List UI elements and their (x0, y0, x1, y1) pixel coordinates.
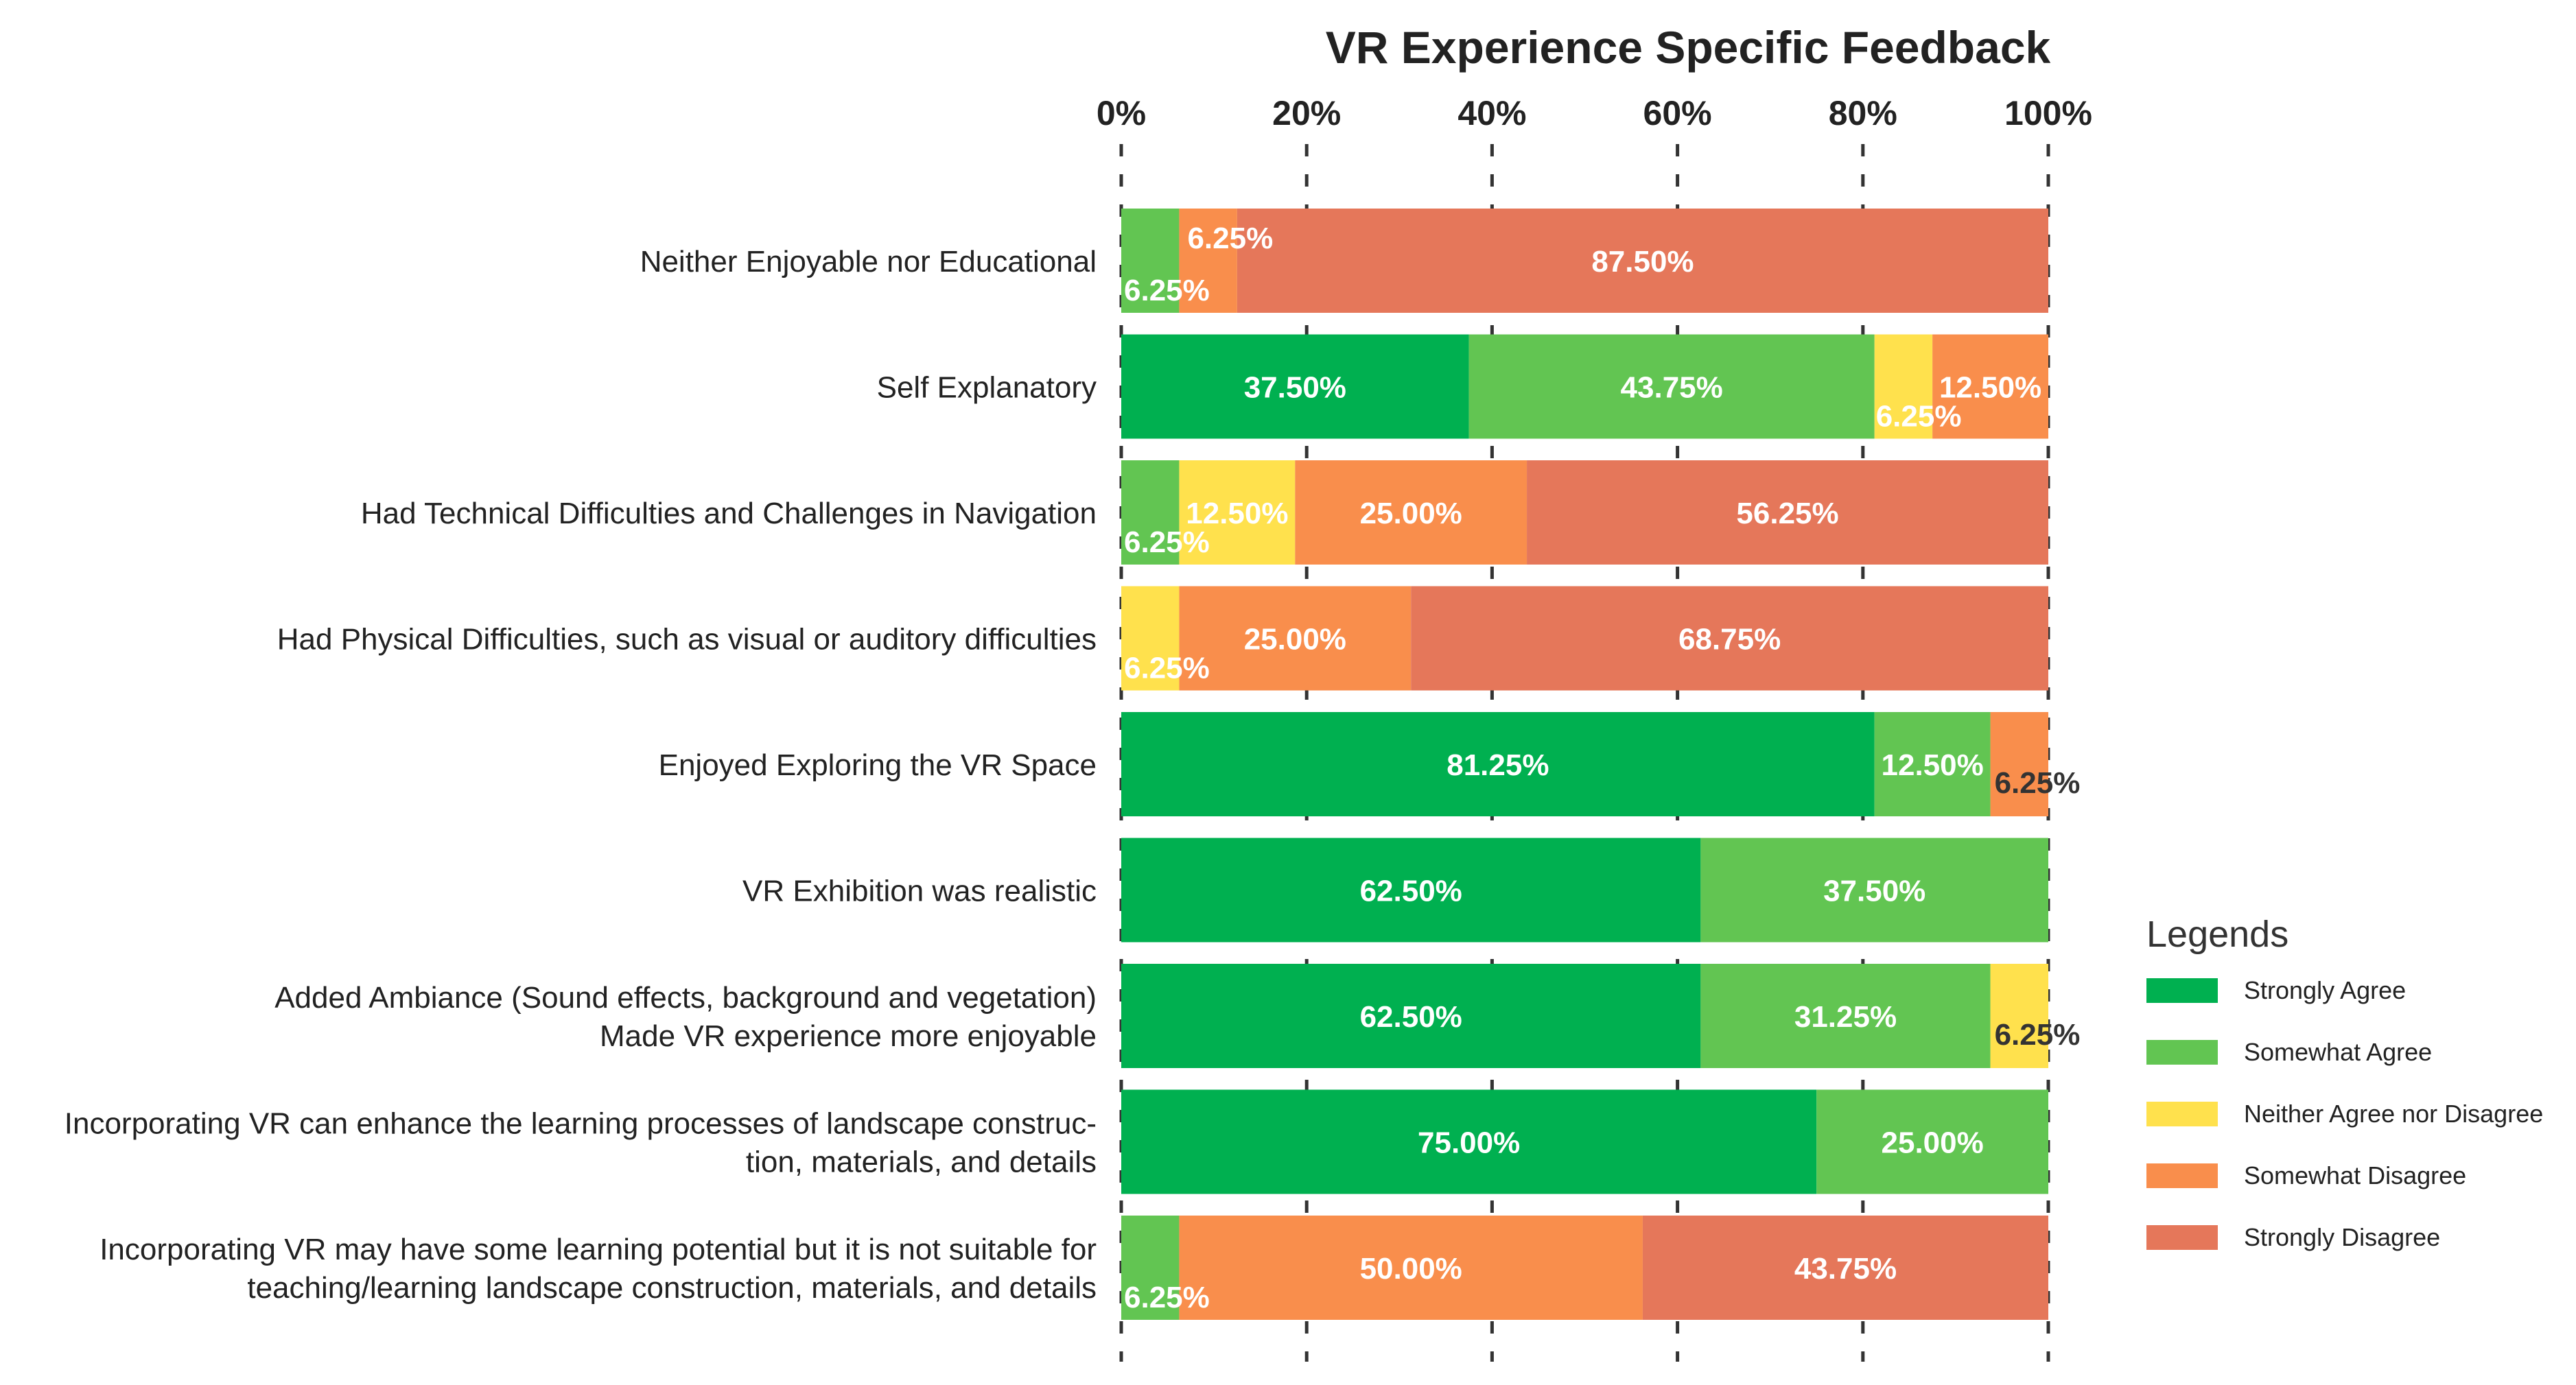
data-label: 43.75% (1621, 371, 1723, 405)
category-label: Had Physical Difficulties, such as visua… (277, 623, 1097, 656)
category-label: tion, materials, and details (746, 1146, 1097, 1179)
bar-segment (1527, 460, 2048, 565)
bar-segment (1121, 712, 1875, 816)
category-label: Added Ambiance (Sound effects, backgroun… (274, 981, 1097, 1015)
chart-title: VR Experience Specific Feedback (1326, 22, 2051, 73)
legend-item-label: Neither Agree nor Disagree (2244, 1100, 2543, 1128)
bar-segment (1816, 1089, 2048, 1194)
x-tick-label: 80% (1829, 94, 1897, 132)
x-tick-label: 60% (1643, 94, 1712, 132)
bar-segment (1121, 460, 1180, 565)
bar-segment (1295, 460, 1527, 565)
data-label: 25.00% (1882, 1126, 1984, 1160)
data-label: 6.25% (1124, 652, 1210, 685)
data-label: 37.50% (1244, 371, 1346, 405)
bar-segment (1121, 209, 1180, 313)
data-label: 75.00% (1418, 1126, 1520, 1160)
bar-segment (1874, 334, 1933, 439)
legend-item-label: Strongly Disagree (2244, 1223, 2440, 1251)
legend-swatch (2146, 1163, 2218, 1188)
data-label: 81.25% (1447, 748, 1549, 782)
data-label: 6.25% (1995, 1018, 2081, 1052)
bar-segment (1179, 1216, 1643, 1320)
bar-segment (1179, 209, 1237, 313)
bar-segment (1121, 964, 1701, 1068)
bar-segment (1121, 838, 1701, 943)
legend-item-label: Strongly Agree (2244, 976, 2406, 1004)
bar-segment (1932, 334, 2048, 439)
data-label: 87.50% (1591, 245, 1694, 279)
bar-segment (1990, 712, 2048, 816)
bar-segment (1237, 209, 2048, 313)
x-tick-label: 40% (1457, 94, 1526, 132)
data-label: 6.25% (1124, 525, 1210, 559)
legend-swatch (2146, 978, 2218, 1003)
bar-segment (1700, 964, 1991, 1068)
data-label: 6.25% (1995, 766, 2081, 800)
bar-segment (1121, 1089, 1817, 1194)
data-label: 12.50% (1939, 371, 2041, 405)
data-label: 62.50% (1360, 1000, 1462, 1034)
x-tick-label: 0% (1097, 94, 1146, 132)
category-label: Neither Enjoyable nor Educational (640, 245, 1097, 279)
category-label: teaching/learning landscape construction… (247, 1271, 1097, 1305)
category-label: VR Exhibition was realistic (742, 875, 1097, 908)
category-label: Incorporating VR can enhance the learnin… (65, 1107, 1097, 1141)
category-label: Made VR experience more enjoyable (600, 1019, 1097, 1053)
data-label: 6.25% (1124, 1281, 1210, 1314)
category-label: Had Technical Difficulties and Challenge… (361, 497, 1097, 530)
category-label: Incorporating VR may have some learning … (99, 1233, 1097, 1266)
data-label: 12.50% (1882, 748, 1984, 782)
bar-segment (1179, 586, 1412, 691)
data-label: 6.25% (1876, 400, 1962, 434)
bar-segment (1121, 586, 1180, 691)
data-label: 37.50% (1823, 875, 1925, 908)
legend-item-label: Somewhat Agree (2244, 1038, 2432, 1066)
data-label: 6.25% (1124, 274, 1210, 307)
x-tick-label: 100% (2004, 94, 2092, 132)
legend-item-label: Somewhat Disagree (2244, 1161, 2466, 1189)
data-label: 50.00% (1360, 1252, 1462, 1286)
data-label: 25.00% (1244, 623, 1346, 656)
legend: Legends Strongly Agree Somewhat Agree Neit… (2146, 914, 2543, 1251)
bar-segment (1874, 712, 1991, 816)
data-label: 62.50% (1360, 875, 1462, 908)
data-label: 25.00% (1360, 497, 1462, 530)
bar-segment (1468, 334, 1875, 439)
category-label: Enjoyed Exploring the VR Space (659, 748, 1097, 782)
bar-segment (1642, 1216, 2048, 1320)
data-label: 6.25% (1187, 222, 1273, 255)
bar-segment (1121, 1216, 1180, 1320)
data-label: 31.25% (1794, 1000, 1897, 1034)
bar-segment (1990, 964, 2048, 1068)
legend-swatch (2146, 1040, 2218, 1065)
legend-swatch (2146, 1225, 2218, 1250)
data-label: 43.75% (1794, 1252, 1897, 1286)
bar-segment (1179, 460, 1296, 565)
x-tick-label: 20% (1272, 94, 1341, 132)
legend-swatch (2146, 1102, 2218, 1126)
bar-segment (1700, 838, 2048, 943)
bar-segment (1411, 586, 2048, 691)
bar-segment (1121, 334, 1469, 439)
legend-title: Legends (2146, 914, 2288, 955)
category-label: Self Explanatory (877, 371, 1097, 405)
data-label: 68.75% (1678, 623, 1781, 656)
data-label: 12.50% (1186, 497, 1288, 530)
data-label: 56.25% (1736, 497, 1838, 530)
